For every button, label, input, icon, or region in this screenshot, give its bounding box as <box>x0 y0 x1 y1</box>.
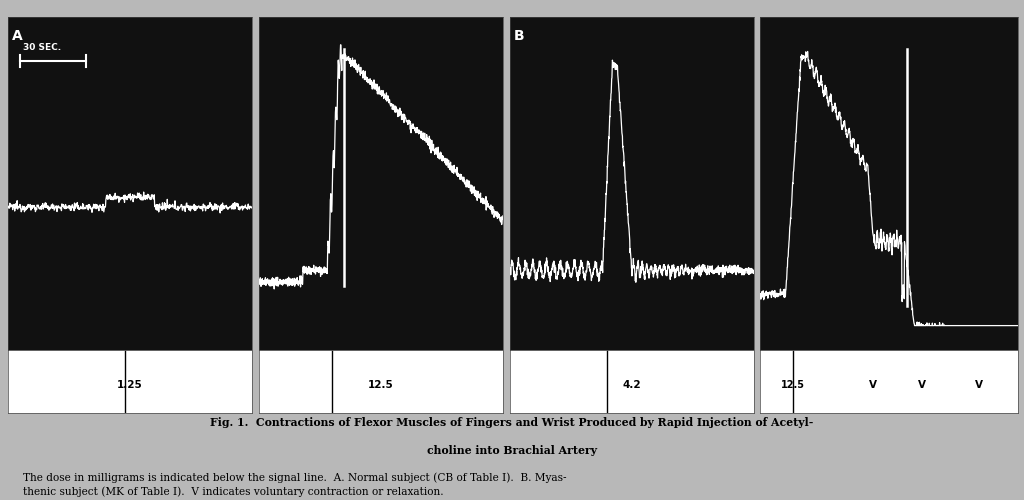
Text: 12.5: 12.5 <box>368 380 394 390</box>
Text: V: V <box>869 380 878 390</box>
Bar <box>760 352 1018 412</box>
Text: V: V <box>919 380 927 390</box>
Text: choline into Brachial Artery: choline into Brachial Artery <box>427 445 597 456</box>
Text: 30 SEC.: 30 SEC. <box>23 44 61 52</box>
Text: 1.25: 1.25 <box>117 380 143 390</box>
Bar <box>259 352 503 412</box>
Text: 12.5: 12.5 <box>781 380 805 390</box>
Bar <box>8 352 252 412</box>
Text: B: B <box>514 30 524 44</box>
Text: 4.2: 4.2 <box>623 380 641 390</box>
Text: A: A <box>12 30 23 44</box>
Bar <box>510 352 754 412</box>
Text: V: V <box>975 380 983 390</box>
Text: The dose in milligrams is indicated below the signal line.  A. Normal subject (C: The dose in milligrams is indicated belo… <box>24 473 567 498</box>
Text: Fig. 1.  Contractions of Flexor Muscles of Fingers and Wrist Produced by Rapid I: Fig. 1. Contractions of Flexor Muscles o… <box>210 416 814 428</box>
